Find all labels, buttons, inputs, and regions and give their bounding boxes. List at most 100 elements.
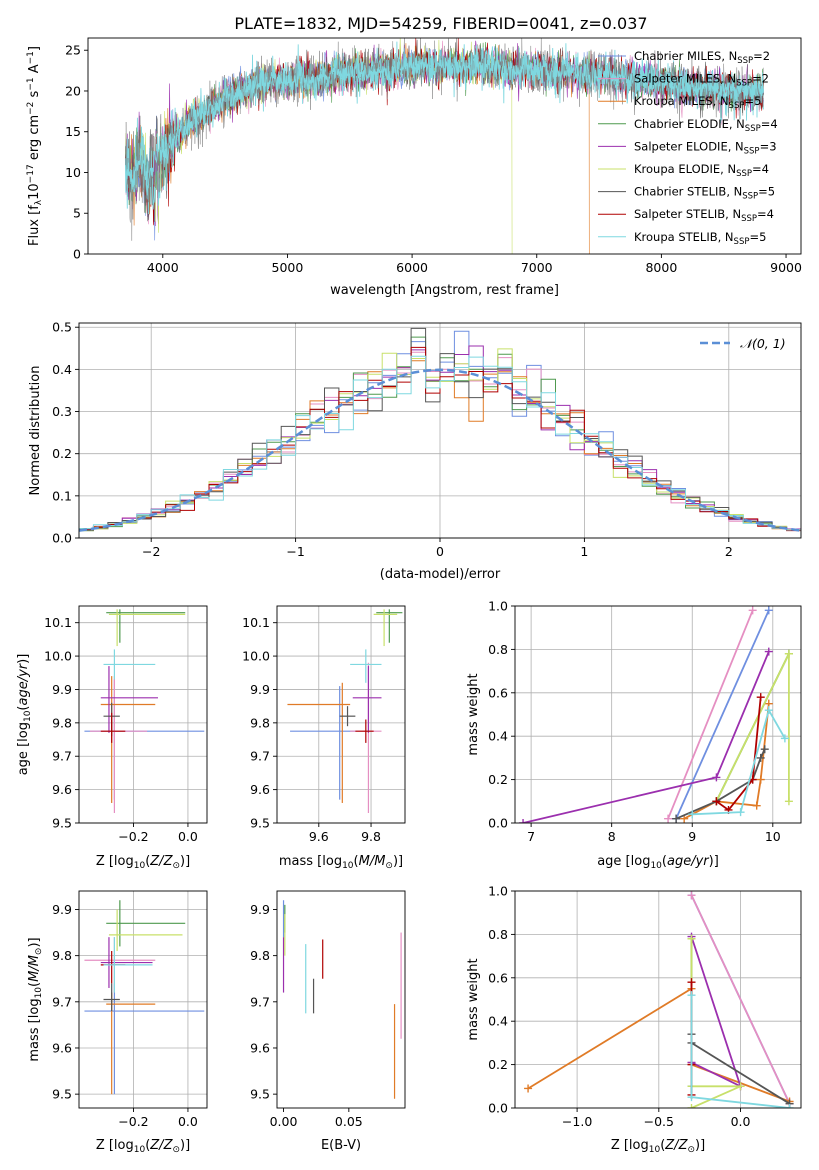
x-axis-label: wavelength [Angstrom, rest frame] — [330, 283, 559, 298]
legend-entry: Kroupa MILES, NSSP=5 — [634, 94, 761, 111]
y-tick-label: 0.0 — [488, 816, 508, 831]
y-tick-label: 0.0 — [52, 531, 72, 546]
x-tick-label: 1 — [580, 544, 588, 559]
chart-age-vs-mass: 9.6 9.8 9.5 9.6 9.7 9.8 9.9 10.0 10.1 mass [log10… — [242, 605, 406, 871]
weight-marker — [748, 606, 757, 615]
errorbar-chabrier-stelib — [103, 983, 120, 1012]
x-tick-label: 2 — [725, 544, 733, 559]
y-axis-label: mass weight — [466, 673, 481, 755]
weight-marker — [760, 745, 769, 754]
weight-line — [690, 936, 743, 1089]
errorbar-salpeter-elodie — [100, 937, 153, 988]
x-tick-label: −0.2 — [118, 1114, 148, 1129]
weight-marker — [687, 891, 696, 900]
plot-area — [287, 609, 403, 813]
errorbar-kroupa-miles — [106, 992, 156, 1095]
y-tick-label: 9.9 — [52, 902, 72, 917]
axes-frame — [78, 890, 208, 1109]
legend-entry: Salpeter MILES, NSSP=2 — [634, 72, 769, 89]
axes-frame — [78, 605, 208, 824]
errorbar-chabrier-elodie — [106, 900, 186, 947]
plot-area — [84, 900, 205, 1095]
x-axis-label: Z [log10(Z/Z⊙)] — [96, 854, 190, 871]
y-tick-label: 20 — [65, 83, 81, 98]
x-tick-label: 0.0 — [178, 1114, 198, 1129]
weight-marker — [736, 1082, 745, 1091]
y-tick-label: 9.5 — [52, 1087, 72, 1102]
weight-marker — [752, 801, 761, 810]
weight-marker — [687, 1104, 696, 1108]
plot-area — [524, 891, 794, 1108]
weight-marker — [672, 814, 681, 823]
weight-marker — [784, 797, 793, 806]
x-axis-label: E(B-V) — [321, 1138, 361, 1153]
y-tick-label: 9.7 — [52, 749, 72, 764]
y-tick-label: 9.5 — [250, 816, 270, 831]
weight-marker — [712, 773, 721, 782]
weight-marker — [785, 1104, 794, 1108]
x-tick-label: 8000 — [645, 260, 677, 275]
x-axis-label: (data-model)/error — [380, 567, 501, 582]
axes-frame — [514, 890, 802, 1109]
y-axis-label: mass [log10(M/M⊙)] — [27, 937, 44, 1061]
y-tick-label: 9.6 — [250, 1040, 270, 1055]
weight-marker — [780, 734, 789, 743]
errorbar-kroupa-stelib — [103, 937, 153, 993]
legend-entry: Kroupa ELODIE, NSSP=4 — [634, 162, 769, 179]
axes-frame — [514, 605, 802, 824]
y-tick-label: 0.3 — [52, 404, 72, 419]
errorbar-kroupa-elodie — [108, 909, 183, 952]
y-tick-label: 9.8 — [250, 948, 270, 963]
chart-weight-vs-age: 7 8 9 10 0.0 0.2 0.4 0.6 0.8 1.0 age [log10(age/yr… — [466, 599, 802, 871]
chart-residuals: −2 −1 0 1 2 0.0 0.1 0.2 0.3 0.4 0.5 𝒩(0, 1) (data-mo… — [28, 320, 802, 582]
y-tick-label: 9.9 — [250, 682, 270, 697]
errorbar-salpeter-miles — [89, 676, 148, 813]
y-axis-label: Normed distribution — [28, 366, 43, 496]
legend-entry: Salpeter ELODIE, NSSP=3 — [634, 139, 777, 156]
y-axis-label: mass weight — [466, 958, 481, 1040]
y-tick-label: 0.1 — [52, 488, 72, 503]
y-tick-label: 0.4 — [488, 1014, 508, 1029]
x-tick-label: 7 — [527, 829, 535, 844]
y-tick-label: 9.9 — [52, 682, 72, 697]
weight-series-salpeter-miles — [664, 606, 757, 823]
weight-marker — [764, 647, 773, 656]
spectrum-legend: Chabrier MILES, NSSP=2 Salpeter MILES, NS… — [598, 49, 778, 247]
x-axis-label: age [log10(age/yr)] — [597, 854, 719, 871]
legend-entry: Kroupa STELIB, NSSP=5 — [634, 230, 766, 247]
errorbar-salpeter-elodie — [100, 666, 158, 733]
y-tick-label: 25 — [65, 43, 81, 58]
weight-line — [667, 609, 754, 820]
chart-mass-vs-Z: −0.2 0.0 9.5 9.6 9.7 9.8 9.9 Z [log10(Z/Z⊙)] mas… — [27, 890, 208, 1155]
y-tick-label: 9.9 — [250, 902, 270, 917]
x-axis-label: Z [log10(Z/Z⊙)] — [96, 1138, 190, 1155]
x-tick-label: −0.2 — [118, 829, 148, 844]
weight-marker — [688, 810, 697, 819]
legend-entry: Chabrier STELIB, NSSP=5 — [634, 185, 775, 202]
axes-frame — [276, 890, 406, 1109]
weight-marker — [764, 606, 773, 615]
plot-area — [79, 327, 801, 538]
axes-frame — [276, 605, 406, 824]
normal-curve — [79, 368, 801, 532]
x-axis-label: mass [log10(M/M⊙)] — [279, 854, 403, 871]
y-tick-label: 10.1 — [242, 615, 270, 630]
y-tick-label: 0.2 — [488, 1057, 508, 1072]
weight-marker — [756, 693, 765, 702]
errorbar-salpeter-stelib — [100, 712, 126, 743]
errorbar-chabrier-miles — [84, 983, 205, 1095]
y-tick-label: 10.0 — [242, 649, 270, 664]
x-axis-label: Z [log10(Z/Z⊙)] — [611, 1138, 705, 1155]
weight-marker — [687, 978, 696, 987]
weight-marker — [756, 775, 765, 784]
chart-weight-vs-Z: −1.0 −0.5 0.0 0.0 0.2 0.4 0.6 0.8 1.0 Z [log10(Z/… — [466, 884, 802, 1155]
plot-area — [124, 38, 765, 254]
x-tick-label: −0.5 — [644, 1114, 674, 1129]
weight-marker — [687, 1093, 696, 1102]
y-tick-label: 0.2 — [52, 446, 72, 461]
y-tick-label: 9.8 — [52, 715, 72, 730]
y-tick-label: 0.5 — [52, 320, 72, 335]
y-tick-label: 10.0 — [44, 649, 72, 664]
y-tick-label: 0.8 — [488, 642, 508, 657]
errorbar-kroupa-miles — [287, 682, 351, 803]
